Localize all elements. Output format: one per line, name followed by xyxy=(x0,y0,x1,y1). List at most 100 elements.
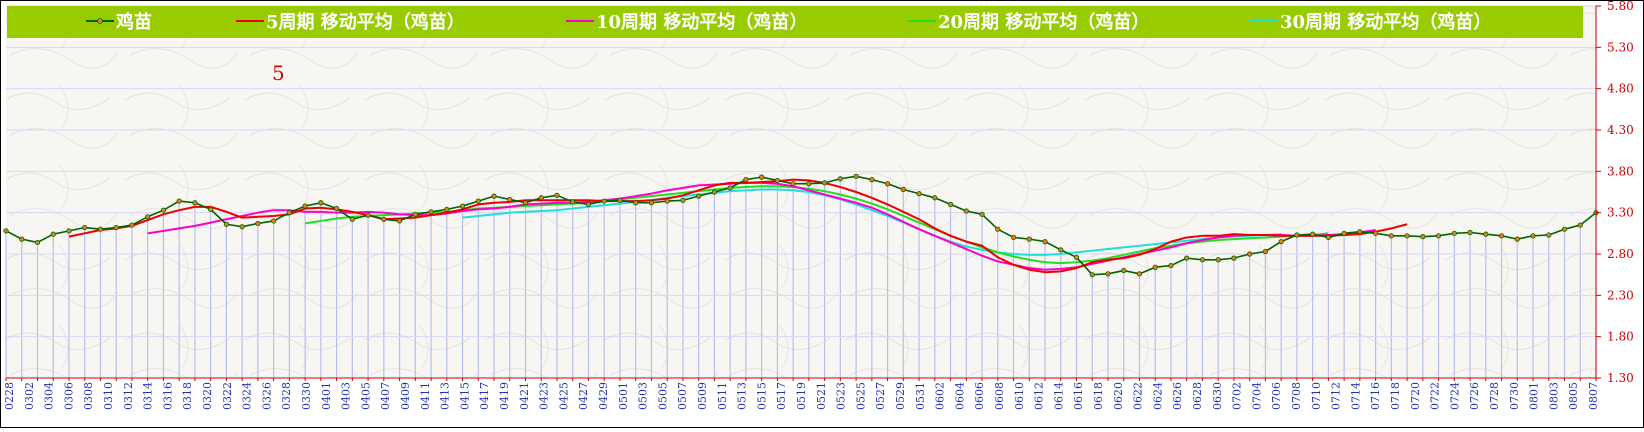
data-point xyxy=(271,218,277,224)
data-point xyxy=(554,192,560,198)
x-tick-label: 0310 xyxy=(102,382,115,410)
x-tick-label: 0521 xyxy=(815,382,828,410)
data-point xyxy=(97,226,104,232)
x-tick-label: 0429 xyxy=(597,382,610,410)
series-line-4 xyxy=(462,188,1282,256)
data-point xyxy=(223,221,229,227)
x-tick-label: 0316 xyxy=(161,382,174,410)
data-point xyxy=(1121,267,1127,274)
x-tick-label: 0714 xyxy=(1349,382,1362,410)
legend-box xyxy=(7,6,1583,38)
data-point xyxy=(129,222,135,228)
data-point xyxy=(1105,271,1111,277)
data-point xyxy=(1199,257,1206,263)
x-tick-label: 0515 xyxy=(755,382,768,410)
x-tick-label: 0614 xyxy=(1052,382,1065,410)
x-tick-label: 0626 xyxy=(1171,382,1184,410)
x-tick-label: 0710 xyxy=(1310,382,1323,410)
x-tick-label: 0724 xyxy=(1448,382,1461,410)
data-point xyxy=(869,177,875,183)
data-point xyxy=(1231,255,1237,261)
x-tick-label: 0228 xyxy=(3,382,16,410)
data-point xyxy=(1325,234,1331,241)
data-point xyxy=(916,191,922,197)
legend-marker xyxy=(97,18,103,24)
data-point xyxy=(1026,236,1032,242)
x-tick-label: 0330 xyxy=(300,382,313,410)
data-point xyxy=(1451,230,1457,236)
data-point xyxy=(1435,233,1442,239)
x-tick-label: 0606 xyxy=(973,382,986,410)
data-point xyxy=(160,207,167,213)
data-point xyxy=(1042,239,1048,245)
x-tick-label: 0628 xyxy=(1191,382,1204,410)
x-tick-label: 0728 xyxy=(1488,382,1501,410)
y-tick-label: 4.80 xyxy=(1607,82,1634,96)
data-point xyxy=(192,200,198,206)
legend-entry: 30周期 移动平均（鸡苗） xyxy=(1280,11,1491,33)
data-point xyxy=(633,200,639,206)
data-point xyxy=(1184,255,1190,261)
y-tick-label: 3.30 xyxy=(1607,206,1634,220)
data-point xyxy=(1073,254,1080,260)
x-tick-label: 0716 xyxy=(1369,382,1382,410)
data-point xyxy=(853,173,859,179)
y-tick-label: 4.30 xyxy=(1607,123,1634,137)
x-tick-label: 0413 xyxy=(439,382,452,410)
x-tick-label: 0417 xyxy=(478,382,491,410)
data-point xyxy=(381,216,387,222)
x-tick-label: 0622 xyxy=(1132,382,1145,410)
data-point xyxy=(995,226,1001,232)
data-point xyxy=(428,209,434,215)
x-tick-label: 0720 xyxy=(1409,382,1422,410)
data-point xyxy=(1561,226,1568,232)
data-point xyxy=(538,195,544,201)
x-tick-label: 0312 xyxy=(122,382,135,410)
annotation-label: 5 xyxy=(272,61,285,85)
x-tick-label: 0328 xyxy=(280,382,293,410)
data-point xyxy=(255,220,261,227)
data-point xyxy=(1546,232,1552,238)
data-point xyxy=(113,224,119,231)
x-tick-label: 0706 xyxy=(1270,382,1283,410)
data-point xyxy=(1420,234,1426,240)
data-point xyxy=(601,198,607,204)
data-point xyxy=(759,174,765,180)
data-point xyxy=(1357,229,1363,235)
x-tick-label: 0527 xyxy=(874,382,887,410)
data-point xyxy=(696,193,702,199)
data-point xyxy=(208,206,214,212)
data-point xyxy=(1247,251,1253,257)
data-point xyxy=(664,198,670,204)
x-tick-label: 0602 xyxy=(934,382,947,410)
x-tick-label: 0401 xyxy=(320,382,333,410)
data-point xyxy=(333,205,340,212)
x-tick-label: 0610 xyxy=(1013,382,1026,410)
x-tick-label: 0320 xyxy=(201,382,214,410)
data-point xyxy=(302,203,308,209)
data-point xyxy=(774,177,780,184)
data-point xyxy=(396,218,403,224)
x-tick-label: 0314 xyxy=(142,382,155,410)
data-point xyxy=(648,200,655,206)
axes: 1.30 1.80 2.30 2.80 3.30 3.80 4.30 4.80 5.30 5.80… xyxy=(3,0,1634,410)
x-tick-label: 0513 xyxy=(736,382,749,410)
data-point xyxy=(585,201,592,207)
y-tick-label: 5.30 xyxy=(1607,40,1634,54)
x-tick-label: 0304 xyxy=(43,382,56,410)
legend: 鸡苗 5周期 移动平均（鸡苗） 10周期 移动平均（鸡苗） 20周期 移动平均（鸡苗）… xyxy=(7,6,1583,38)
data-point xyxy=(711,189,718,195)
x-tick-label: 0612 xyxy=(1033,382,1046,410)
data-point xyxy=(617,197,623,203)
x-tick-label: 0702 xyxy=(1231,382,1244,410)
data-point xyxy=(1294,232,1300,238)
series-markers xyxy=(3,173,1599,278)
x-tick-label: 0517 xyxy=(775,382,788,410)
x-tick-label: 0403 xyxy=(340,382,353,410)
data-point xyxy=(1168,262,1174,269)
x-tick-label: 0712 xyxy=(1330,382,1343,410)
data-point xyxy=(932,195,938,201)
data-point xyxy=(66,228,72,234)
data-point xyxy=(1577,222,1583,228)
x-tick-label: 0501 xyxy=(617,382,630,410)
